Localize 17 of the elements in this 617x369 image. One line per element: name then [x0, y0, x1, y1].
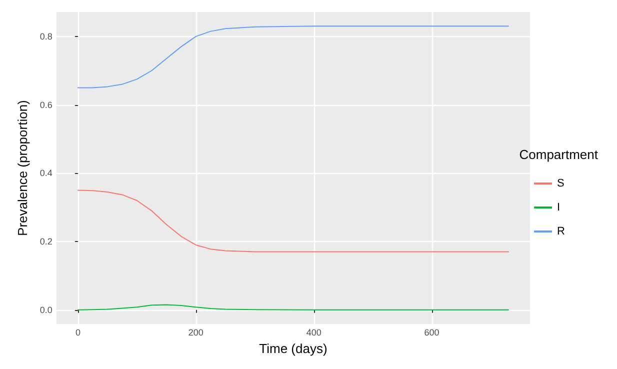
y-axis-title: Prevalence (proportion) [15, 100, 30, 236]
x-tick-label: 200 [188, 328, 204, 338]
y-tick-label: 0.2 [40, 236, 52, 247]
x-tick-label: 0 [75, 328, 80, 338]
legend-title: Compartment [519, 147, 598, 162]
y-tick-label: 0.6 [40, 100, 52, 110]
x-axis-title: Time (days) [259, 341, 328, 356]
line-series [77, 190, 509, 252]
x-tick-label: 400 [306, 328, 322, 338]
line-series [77, 26, 509, 88]
y-tick-label: 0.4 [40, 168, 52, 178]
legend-label: I [557, 202, 560, 214]
y-tick-label: 0.8 [40, 31, 52, 42]
x-tick-label: 600 [424, 328, 440, 338]
legend-label: S [557, 178, 564, 190]
legend-label: R [557, 226, 566, 238]
y-tick-label: 0.0 [40, 304, 52, 315]
